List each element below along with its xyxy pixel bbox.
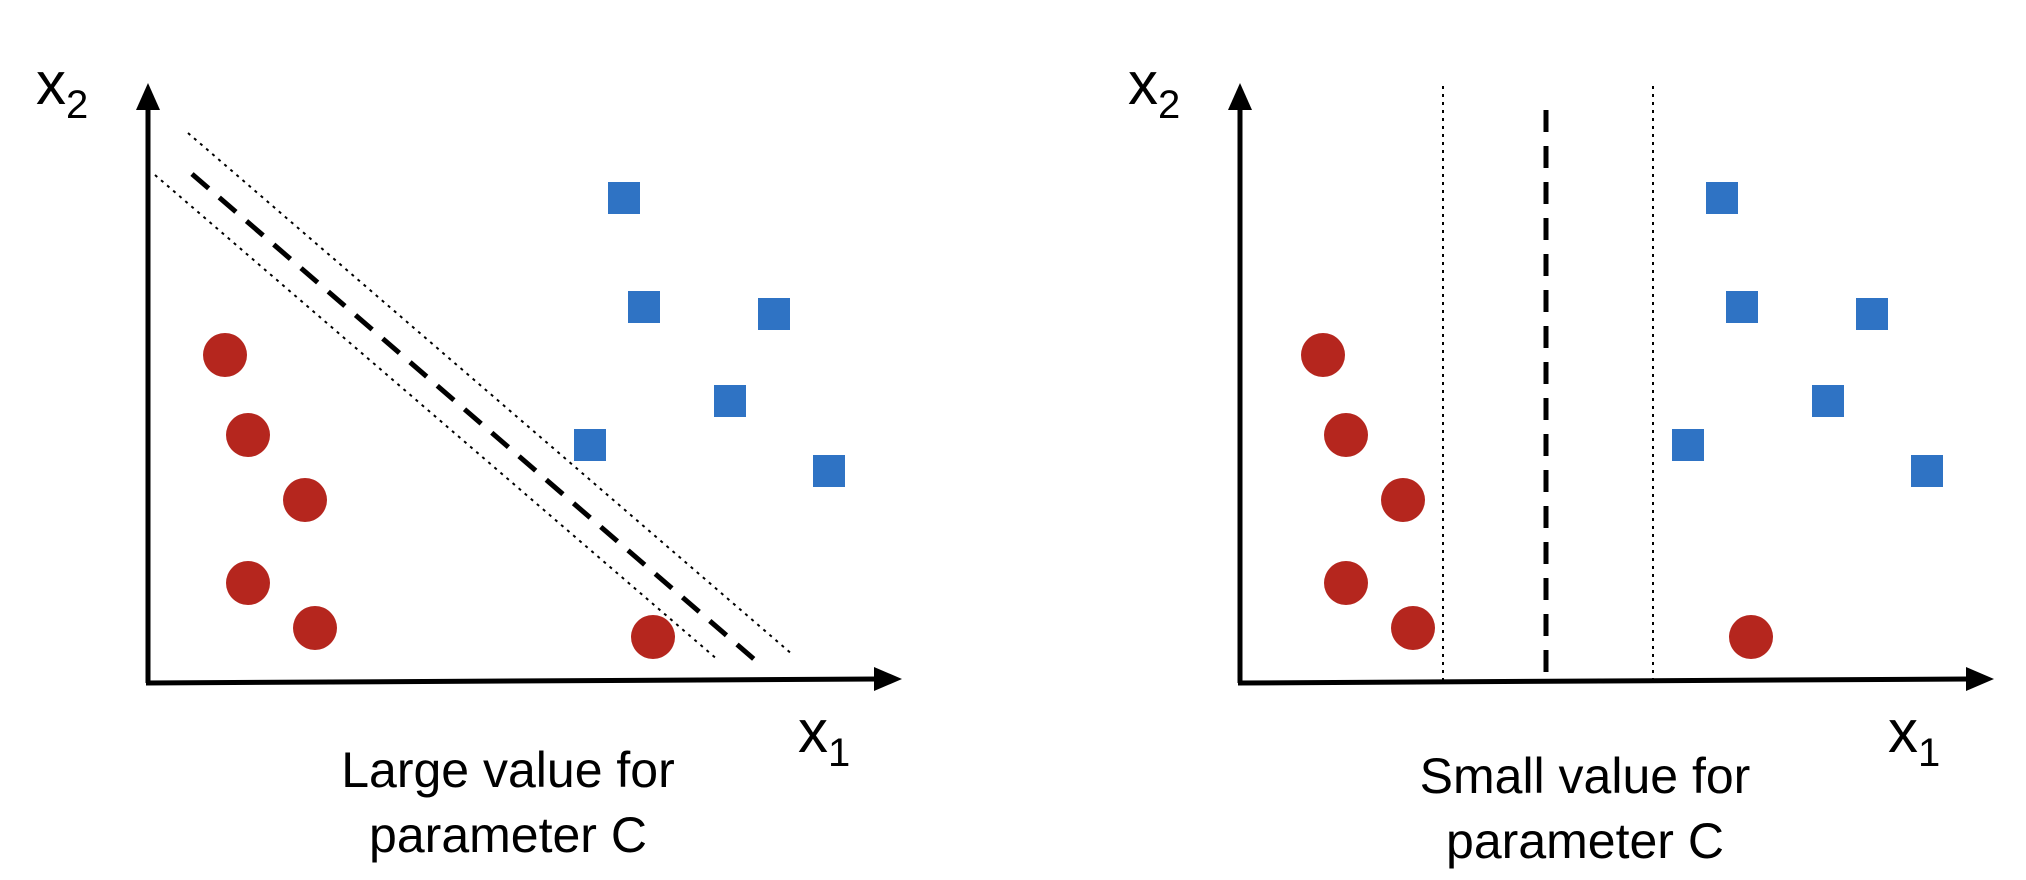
y-axis-label: x2 bbox=[36, 50, 88, 127]
circle-point bbox=[1324, 413, 1368, 457]
square-point bbox=[628, 291, 660, 323]
circle-point bbox=[1324, 561, 1368, 605]
class-circles bbox=[1301, 333, 1773, 659]
y-axis-label-subscript: 2 bbox=[66, 83, 88, 127]
y-axis-label-main: x bbox=[36, 50, 66, 117]
circle-point bbox=[226, 561, 270, 605]
x-axis bbox=[145, 676, 879, 686]
square-point bbox=[714, 385, 746, 417]
square-point bbox=[1672, 429, 1704, 461]
circle-point bbox=[293, 606, 337, 650]
x-axis-label-subscript: 1 bbox=[1918, 731, 1940, 775]
square-point bbox=[1726, 291, 1758, 323]
panel-caption-line1: Large value for bbox=[341, 742, 675, 798]
circle-point bbox=[1301, 333, 1345, 377]
circle-point bbox=[1381, 478, 1425, 522]
circle-point bbox=[1729, 615, 1773, 659]
y-axis-label-subscript: 2 bbox=[1158, 83, 1180, 127]
square-point bbox=[1856, 298, 1888, 330]
x-axis-arrowhead bbox=[1966, 667, 1994, 691]
x-axis-label-main: x bbox=[798, 698, 828, 765]
decision-boundary bbox=[190, 172, 764, 668]
margin-line-upper bbox=[187, 132, 794, 656]
square-point bbox=[608, 182, 640, 214]
axes bbox=[1228, 83, 1994, 691]
class-squares bbox=[574, 182, 845, 487]
circle-point bbox=[631, 615, 675, 659]
x-axis-label-main: x bbox=[1888, 698, 1918, 765]
panel-large-c: x2 x1 Large value for p bbox=[36, 50, 902, 863]
square-point bbox=[1706, 182, 1738, 214]
square-point bbox=[574, 429, 606, 461]
square-point bbox=[758, 298, 790, 330]
square-point bbox=[813, 455, 845, 487]
panel-small-c: x2 x1 Small value for p bbox=[1128, 50, 1994, 869]
x-axis bbox=[1237, 676, 1971, 686]
circle-point bbox=[1391, 606, 1435, 650]
circle-point bbox=[283, 478, 327, 522]
y-axis-label-main: x bbox=[1128, 50, 1158, 117]
axes bbox=[136, 83, 902, 691]
y-axis-label: x2 bbox=[1128, 50, 1180, 127]
x-axis-label-subscript: 1 bbox=[828, 731, 850, 775]
class-circles bbox=[203, 333, 675, 659]
panel-caption-line1: Small value for bbox=[1420, 748, 1751, 804]
y-axis-arrowhead bbox=[136, 83, 160, 110]
x-axis-arrowhead bbox=[874, 667, 902, 691]
circle-point bbox=[203, 333, 247, 377]
y-axis-arrowhead bbox=[1228, 83, 1252, 110]
panel-caption-line2: parameter C bbox=[1446, 813, 1724, 869]
class-squares bbox=[1672, 182, 1943, 487]
x-axis-label: x1 bbox=[1888, 698, 1940, 775]
square-point bbox=[1911, 455, 1943, 487]
x-axis-label: x1 bbox=[798, 698, 850, 775]
circle-point bbox=[226, 413, 270, 457]
square-point bbox=[1812, 385, 1844, 417]
panel-caption-line2: parameter C bbox=[369, 807, 647, 863]
